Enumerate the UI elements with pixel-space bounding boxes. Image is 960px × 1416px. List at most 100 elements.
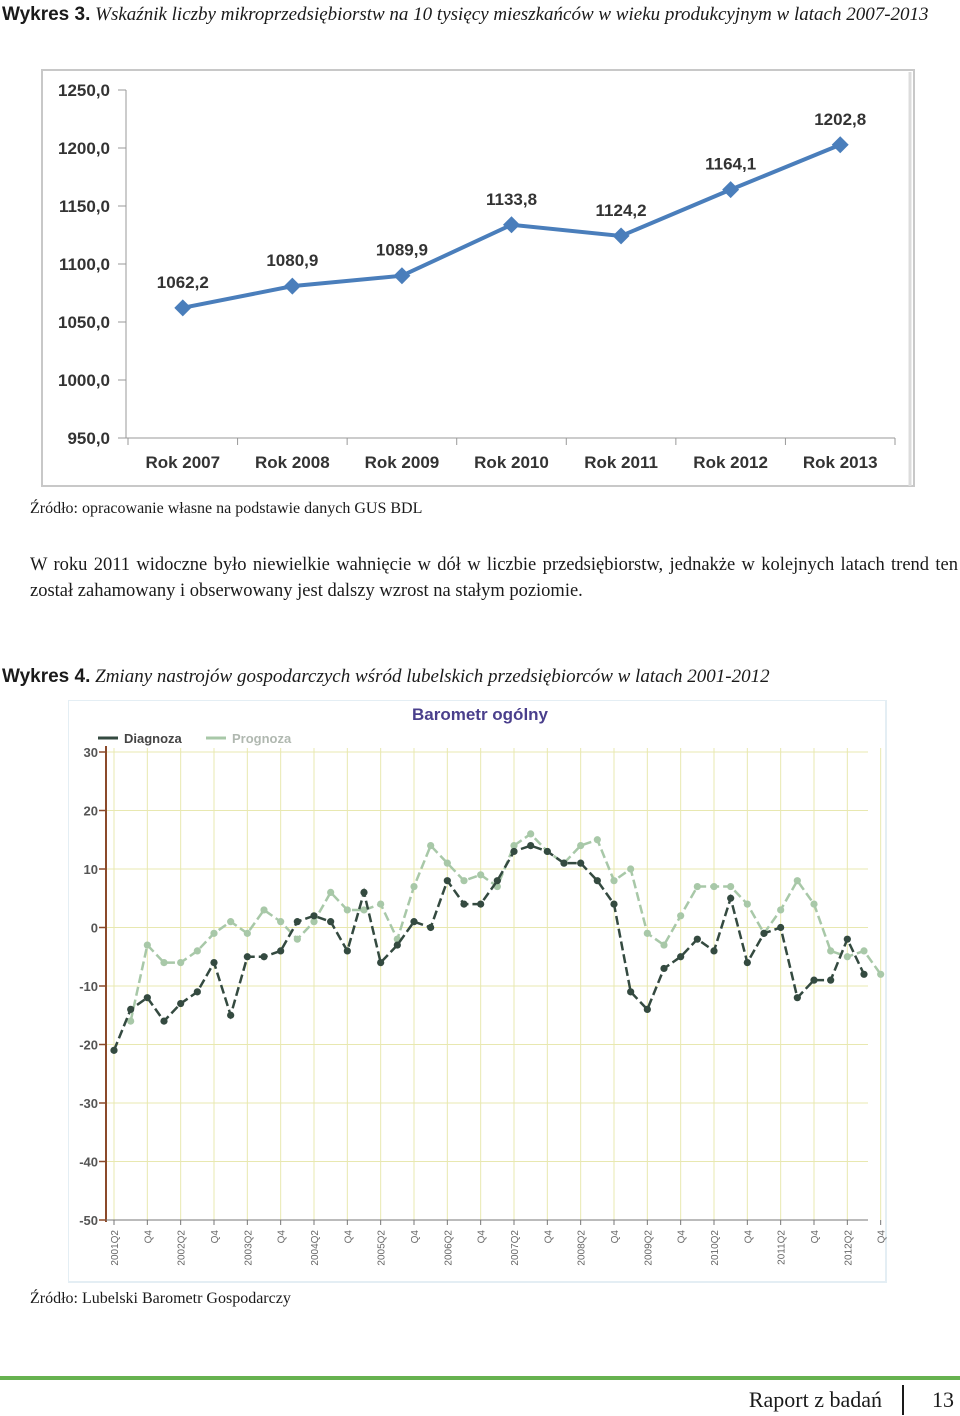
point-prognoza xyxy=(827,947,835,955)
point-diagnoza xyxy=(860,970,868,978)
legend-label-prognoza: Prognoza xyxy=(232,731,292,746)
chart1: 950,0 1000,0 1050,0 1100,0 1150,0 1200,0 1250,… xyxy=(41,69,915,487)
chart2-x-label: 2002Q2 xyxy=(177,1230,188,1266)
chart2-x-label: Q4 xyxy=(143,1230,154,1244)
point-prognoza xyxy=(777,906,785,914)
chart1-x-label: Rok 2011 xyxy=(584,453,658,472)
chart1-point xyxy=(174,299,192,317)
chart1-value-label: 1080,9 xyxy=(266,251,318,270)
figure2-title: Zmiany nastrojów gospodarczych wśród lub… xyxy=(95,666,770,687)
point-prognoza xyxy=(277,918,285,926)
figure1-caption: Wykres 3. Wskaźnik liczby mikroprzedsięb… xyxy=(2,2,952,27)
chart2-y-tick: 30 xyxy=(84,745,98,760)
chart1-frame xyxy=(41,69,915,487)
chart2-y-tick: -20 xyxy=(79,1038,98,1053)
point-diagnoza xyxy=(410,918,418,926)
chart1-value-label: 1089,9 xyxy=(376,241,428,260)
point-prognoza xyxy=(877,970,885,978)
chart2-x-label: Q4 xyxy=(743,1230,754,1244)
chart1-point xyxy=(503,216,520,234)
point-prognoza xyxy=(360,906,368,914)
point-prognoza xyxy=(143,941,151,949)
point-prognoza xyxy=(427,842,435,850)
point-diagnoza xyxy=(260,953,268,961)
chart2-x-label: 2007Q2 xyxy=(510,1230,521,1266)
chart2-x-label: 2004Q2 xyxy=(310,1230,321,1266)
legend-label-diagnoza: Diagnoza xyxy=(124,731,183,746)
chart1-y-tick: 1150,0 xyxy=(59,197,110,216)
chart2-x-label: 2012Q2 xyxy=(843,1230,854,1266)
point-diagnoza xyxy=(593,877,601,885)
point-prognoza xyxy=(710,882,718,891)
chart1-value-label: 1062,2 xyxy=(157,273,209,292)
point-prognoza xyxy=(510,842,518,850)
page-number: 13 xyxy=(932,1387,954,1412)
point-prognoza xyxy=(377,900,385,908)
point-prognoza xyxy=(610,877,618,885)
chart1-point xyxy=(283,277,301,295)
chart1-point xyxy=(612,227,630,245)
chart1-value-label: 1202,8 xyxy=(814,110,866,129)
chart2-x-label: 2009Q2 xyxy=(643,1230,654,1266)
chart2-x-label: 2006Q2 xyxy=(443,1230,454,1266)
body-paragraph: W roku 2011 widoczne było niewielkie wah… xyxy=(30,555,958,601)
figure1-title: Wskaźnik liczby mikroprzedsiębiorstw na … xyxy=(95,4,929,25)
point-prognoza xyxy=(227,918,235,926)
chart1-y-tick: 1050,0 xyxy=(58,313,110,332)
point-diagnoza xyxy=(510,847,518,856)
chart2-title: Barometr ogólny xyxy=(412,705,549,724)
point-prognoza xyxy=(210,929,218,937)
chart1-y-tick: 1200,0 xyxy=(58,139,110,158)
point-diagnoza xyxy=(777,923,785,932)
chart2-y-tick: -40 xyxy=(79,1155,98,1170)
point-diagnoza xyxy=(677,953,685,961)
chart2-x-label: Q4 xyxy=(810,1230,821,1244)
point-prognoza xyxy=(810,900,818,908)
chart2-y-tick: -50 xyxy=(79,1213,98,1228)
point-diagnoza xyxy=(577,859,585,867)
point-diagnoza xyxy=(110,1046,118,1054)
point-prognoza xyxy=(693,882,701,891)
point-diagnoza xyxy=(277,947,285,955)
chart1-y-tick: 950,0 xyxy=(67,429,110,448)
chart2-x-label: 2001Q2 xyxy=(110,1230,121,1266)
footer-title: Raport z badań xyxy=(748,1387,882,1412)
chart2: Barometr ogólny Diagnoza Prognoza -50 -40 -30… xyxy=(68,700,888,1283)
chart2-x-label: Q4 xyxy=(877,1230,888,1244)
chart1-x-label: Rok 2009 xyxy=(365,453,440,472)
point-diagnoza xyxy=(477,900,485,908)
point-prognoza xyxy=(243,929,251,937)
point-diagnoza xyxy=(793,994,801,1002)
point-prognoza xyxy=(327,888,335,896)
chart2-x-label: 2010Q2 xyxy=(710,1230,721,1266)
chart2-y-tick: 20 xyxy=(84,804,98,819)
point-diagnoza xyxy=(443,877,451,885)
point-prognoza xyxy=(860,947,868,955)
point-prognoza xyxy=(260,906,268,914)
point-diagnoza xyxy=(377,959,385,967)
point-diagnoza xyxy=(243,953,251,961)
point-prognoza xyxy=(127,1017,135,1025)
point-diagnoza xyxy=(710,947,718,955)
chart1-point xyxy=(831,136,849,154)
point-diagnoza xyxy=(827,976,835,984)
point-diagnoza xyxy=(660,964,668,973)
point-diagnoza xyxy=(727,894,735,902)
point-diagnoza xyxy=(743,959,751,967)
point-diagnoza xyxy=(543,847,551,856)
chart1-x-label: Rok 2007 xyxy=(145,453,220,472)
chart1-y-tick: 1100,0 xyxy=(59,255,110,274)
chart2-x-label: Q4 xyxy=(277,1230,288,1244)
point-diagnoza xyxy=(427,923,435,932)
chart2-x-label: 2011Q2 xyxy=(777,1230,788,1265)
page-footer: Raport z badań 13 xyxy=(749,1385,954,1415)
point-prognoza xyxy=(177,959,185,967)
figure2-source: Źródło: Lubelski Barometr Gospodarczy xyxy=(30,1290,291,1307)
figure1-source: Źródło: opracowanie własne na podstawie … xyxy=(30,500,423,517)
point-diagnoza xyxy=(160,1017,168,1025)
chart1-y-tick: 1250,0 xyxy=(58,81,110,100)
figure1-label: Wykres 3. xyxy=(2,4,91,25)
chart1-value-label: 1164,1 xyxy=(705,155,756,174)
point-prognoza xyxy=(743,900,751,908)
chart2-frame xyxy=(68,700,887,1283)
